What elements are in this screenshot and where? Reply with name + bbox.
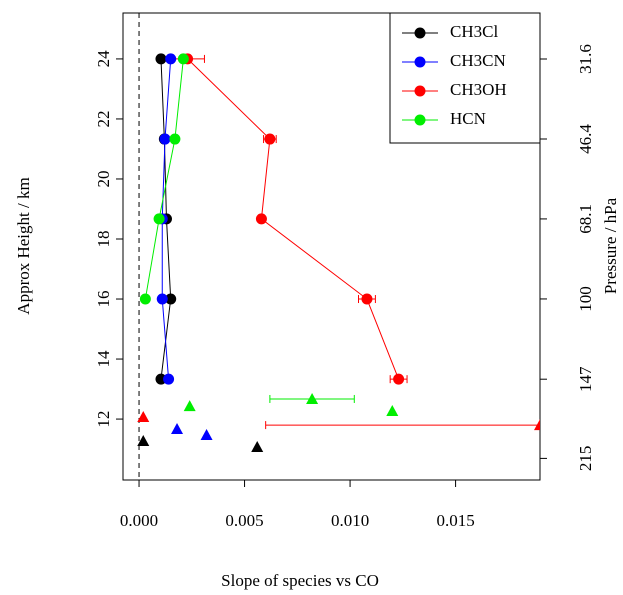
x-tick-label: 0.010 [331,511,369,530]
legend-label: CH3Cl [450,22,498,41]
profile-point [155,53,167,65]
legend-marker [414,27,426,39]
legend-marker [414,56,426,68]
x-tick-label: 0.005 [225,511,263,530]
y2-axis-label: Pressure / hPa [601,197,620,294]
triangle-point [534,419,540,431]
y2-tick-label: 31.6 [576,44,595,74]
y-tick-label: 12 [94,411,113,428]
y-tick-label: 18 [94,230,113,247]
legend-marker [414,85,426,97]
y-tick-label: 24 [94,50,113,67]
triangle-point [251,440,264,452]
y-tick-label: 22 [94,110,113,127]
profile-point [361,293,373,305]
triangle-point [200,428,213,440]
legend-label: CH3CN [450,51,506,70]
y-tick-label: 14 [94,350,113,368]
triangle-point [137,434,150,446]
y2-tick-label: 46.4 [576,124,595,154]
x-tick-label: 0.015 [436,511,474,530]
x-tick-label: 0.000 [120,511,158,530]
profile-point [165,53,177,65]
y2-tick-label: 68.1 [576,204,595,234]
y2-tick-label: 100 [576,286,595,312]
profile-point [255,213,267,225]
y-tick-label: 16 [94,291,113,308]
plot-area [137,53,540,452]
y-axis-label: Approx Height / km [14,177,33,314]
profile-line [187,58,400,380]
x-axis-label: Slope of species vs CO [221,571,379,590]
profile-point [153,213,165,225]
triangle-point [137,410,150,422]
profile-point [163,373,175,385]
triangle-point [306,392,319,404]
plot-frame [122,12,541,481]
y2-tick-label: 147 [576,366,595,392]
profile-point [159,133,171,145]
legend-label: HCN [450,109,486,128]
y2-tick-label: 215 [576,446,595,472]
legend-label: CH3OH [450,80,507,99]
profile-point [139,293,151,305]
profile-point [393,373,405,385]
y-tick-label: 20 [94,170,113,187]
profile-point [155,373,167,385]
triangle-point [171,422,184,434]
triangle-point [183,400,196,412]
profile-point [169,133,181,145]
profile-line [144,58,184,300]
legend-marker [414,114,426,126]
profile-point [156,293,168,305]
profile-point [264,133,276,145]
triangle-point [386,404,399,416]
profile-point [165,293,177,305]
profile-point [177,53,189,65]
